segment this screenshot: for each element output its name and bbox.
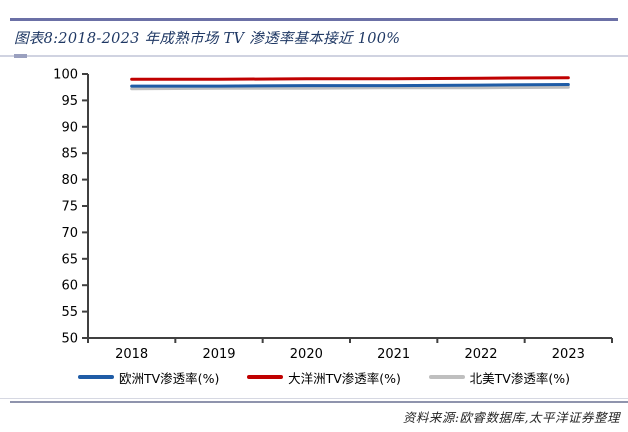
- legend-item-europe: 欧洲TV渗透率(%): [78, 368, 219, 387]
- x-axis-category-label: 2018: [115, 347, 148, 362]
- footer-divider-dark: [10, 401, 628, 403]
- x-axis-category-label: 2019: [202, 347, 235, 362]
- y-axis-tick-label: 80: [61, 173, 78, 188]
- legend-label-europe: 欧洲TV渗透率(%): [119, 370, 220, 386]
- y-axis-tick-label: 55: [61, 305, 78, 320]
- y-axis-tick-label: 50: [61, 332, 78, 347]
- y-axis-tick-label: 75: [61, 200, 78, 215]
- legend-item-oceania: 大洋洲TV渗透率(%): [247, 368, 401, 387]
- chart-canvas: 50 55 60 65 70 75 80 85 90 95 100 2018 2019 2020 2021 2…: [53, 68, 613, 362]
- chart-legend: 欧洲TV渗透率(%) 大洋洲TV渗透率(%) 北美TV渗透率(%): [78, 367, 570, 387]
- y-axis-tick-label: 100: [53, 68, 78, 83]
- series-line-0: [130, 83, 570, 88]
- x-axis-category-label: 2021: [377, 347, 410, 362]
- legend-line-swatch-europe: [78, 375, 114, 379]
- title-divider-accent: [14, 54, 27, 58]
- y-axis-tick-label: 60: [61, 279, 78, 294]
- y-axis-tick-label: 90: [61, 120, 78, 135]
- y-axis-tick-label: 95: [61, 94, 78, 109]
- top-border-rule: [10, 18, 618, 21]
- source-attribution: 资料来源:欧睿数据库,太平洋证券整理: [402, 410, 620, 425]
- legend-item-north-america: 北美TV渗透率(%): [428, 368, 570, 387]
- x-axis-category-label: 2023: [552, 347, 585, 362]
- y-axis-tick-label: 65: [61, 252, 78, 267]
- y-axis-tick-label: 85: [61, 147, 78, 162]
- x-axis-category-label: 2020: [290, 347, 323, 362]
- legend-label-north-america: 北美TV渗透率(%): [469, 370, 570, 386]
- legend-line-swatch-north-america: [428, 375, 465, 379]
- legend-line-swatch-oceania: [247, 375, 284, 379]
- page-title: 图表8:2018-2023 年成熟市场 TV 渗透率基本接近 100%: [14, 31, 401, 47]
- y-axis-tick-label: 70: [61, 226, 78, 241]
- chart-area: 50 55 60 65 70 75 80 85 90 95 100 2018 2019 2020 2021 2…: [0, 60, 628, 365]
- series-line-2: [130, 85, 570, 91]
- legend-label-oceania: 大洋洲TV渗透率(%): [288, 370, 401, 386]
- x-axis-category-label: 2022: [464, 347, 497, 362]
- title-divider: [0, 55, 628, 57]
- series-line-1: [130, 76, 570, 81]
- footer-divider-light: [0, 398, 628, 399]
